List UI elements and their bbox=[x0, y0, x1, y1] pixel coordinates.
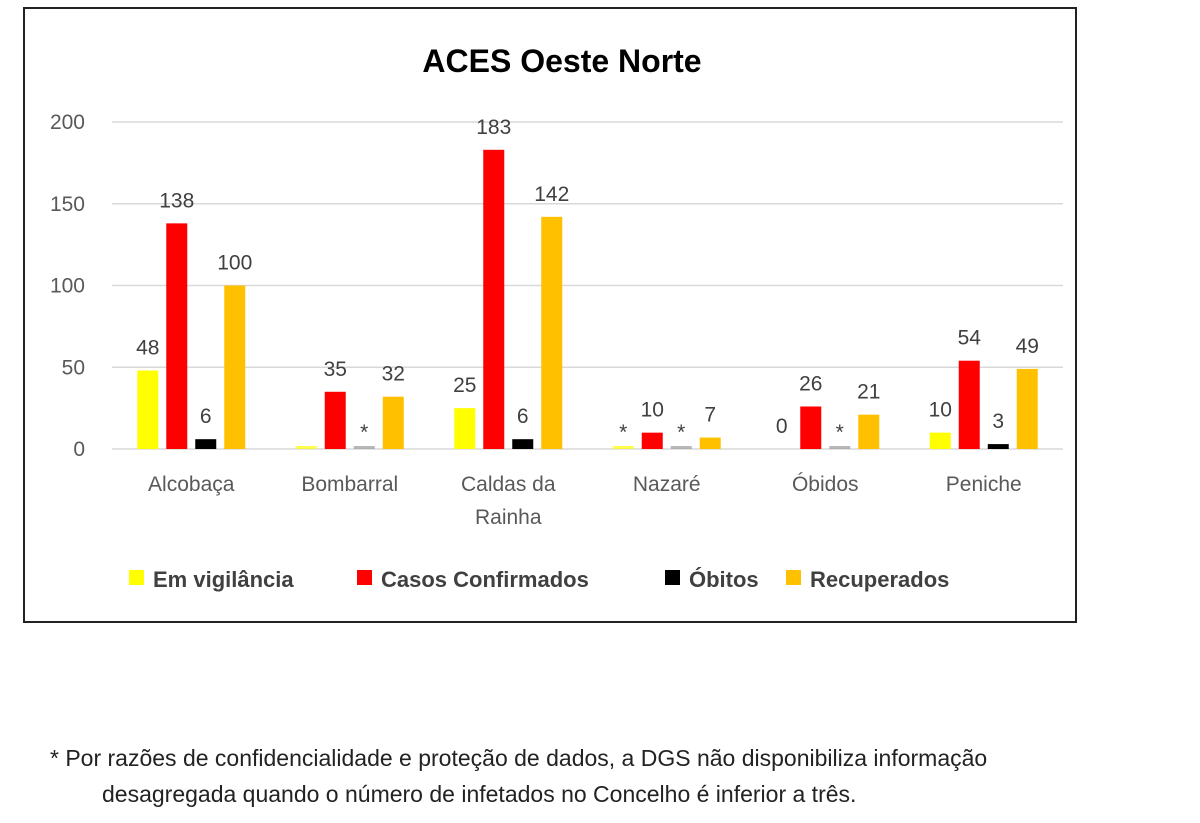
legend-label-1: Casos Confirmados bbox=[381, 567, 589, 592]
x-tick-label-2-line-1: Rainha bbox=[475, 506, 542, 529]
legend-label-2: Óbitos bbox=[689, 567, 759, 592]
bar-1-3 bbox=[641, 432, 663, 449]
data-label-3-2: 142 bbox=[534, 183, 569, 206]
legend-swatch-0 bbox=[129, 570, 144, 585]
data-label-2-3: * bbox=[677, 421, 685, 444]
x-tick-label-1: Bombarral bbox=[301, 473, 398, 496]
data-label-3-0: 100 bbox=[217, 252, 252, 275]
data-label-2-1: * bbox=[360, 421, 368, 444]
y-tick-label-0: 0 bbox=[73, 438, 85, 461]
data-label-0-2: 25 bbox=[453, 374, 476, 397]
data-label-1-2: 183 bbox=[476, 116, 511, 139]
data-label-2-5: 3 bbox=[992, 410, 1004, 433]
data-label-2-0: 6 bbox=[200, 405, 212, 428]
data-label-3-1: 32 bbox=[382, 363, 405, 386]
chart-title: ACES Oeste Norte bbox=[422, 43, 701, 79]
data-label-3-5: 49 bbox=[1016, 335, 1039, 358]
legend-swatch-2 bbox=[665, 570, 680, 585]
y-tick-label-100: 100 bbox=[50, 275, 85, 298]
bar-placeholder-2-1 bbox=[353, 446, 375, 449]
data-label-3-4: 21 bbox=[857, 381, 880, 404]
x-tick-label-0: Alcobaça bbox=[148, 473, 235, 496]
footnote-line-1: * Por razões de confidencialidade e prot… bbox=[50, 745, 988, 771]
data-label-2-2: 6 bbox=[517, 405, 529, 428]
bar-3-2 bbox=[541, 216, 563, 449]
bar-placeholder-2-4 bbox=[829, 446, 851, 449]
bar-0-2 bbox=[454, 408, 476, 449]
bar-3-1 bbox=[382, 396, 404, 449]
bar-3-3 bbox=[699, 437, 721, 449]
bar-2-2 bbox=[512, 439, 534, 449]
footnote: * Por razões de confidencialidade e prot… bbox=[50, 740, 1190, 812]
data-label-1-4: 26 bbox=[799, 372, 822, 395]
data-label-0-0: 48 bbox=[136, 337, 159, 360]
y-tick-label-150: 150 bbox=[50, 193, 85, 216]
bar-1-1 bbox=[324, 391, 346, 449]
x-tick-label-4: Óbidos bbox=[792, 473, 859, 496]
bar-3-4 bbox=[858, 414, 880, 449]
bar-2-0 bbox=[195, 439, 217, 449]
chart-frame: ACES Oeste Norte 0 50 100 150 200 Alcobaça 48 13… bbox=[23, 7, 1077, 623]
data-label-0-4: 0 bbox=[776, 415, 788, 438]
bar-chart: ACES Oeste Norte050100150200Alcobaça4813… bbox=[50, 43, 1063, 592]
data-label-0-5: 10 bbox=[929, 399, 952, 422]
bar-0-5 bbox=[929, 432, 951, 449]
bar-2-5 bbox=[987, 444, 1009, 449]
legend-label-3: Recuperados bbox=[810, 567, 949, 592]
data-label-0-3: * bbox=[619, 421, 627, 444]
bar-3-0 bbox=[224, 285, 246, 449]
data-label-2-4: * bbox=[836, 421, 844, 444]
data-label-1-5: 54 bbox=[958, 327, 982, 350]
data-label-1-1: 35 bbox=[324, 358, 347, 381]
legend-swatch-1 bbox=[357, 570, 372, 585]
bar-3-5 bbox=[1016, 368, 1038, 449]
bar-placeholder-0-3 bbox=[612, 446, 634, 449]
x-tick-label-5: Peniche bbox=[946, 473, 1022, 496]
y-tick-label-200: 200 bbox=[50, 111, 85, 134]
x-tick-label-2-line-0: Caldas da bbox=[461, 473, 556, 496]
bar-1-5 bbox=[958, 360, 980, 449]
x-tick-label-3: Nazaré bbox=[633, 473, 701, 496]
footnote-line-2: desagregada quando o número de infetados… bbox=[102, 781, 857, 807]
bar-1-4 bbox=[800, 406, 822, 449]
bar-placeholder-0-1 bbox=[295, 446, 317, 449]
y-tick-label-50: 50 bbox=[62, 356, 85, 379]
bar-0-0 bbox=[137, 370, 159, 449]
bar-1-0 bbox=[166, 223, 188, 449]
bar-1-2 bbox=[483, 149, 505, 450]
data-label-3-3: 7 bbox=[704, 404, 716, 427]
data-label-1-3: 10 bbox=[641, 399, 664, 422]
bar-placeholder-2-3 bbox=[670, 446, 692, 449]
data-label-1-0: 138 bbox=[159, 189, 194, 212]
legend-swatch-3 bbox=[786, 570, 801, 585]
legend-label-0: Em vigilância bbox=[153, 567, 294, 592]
